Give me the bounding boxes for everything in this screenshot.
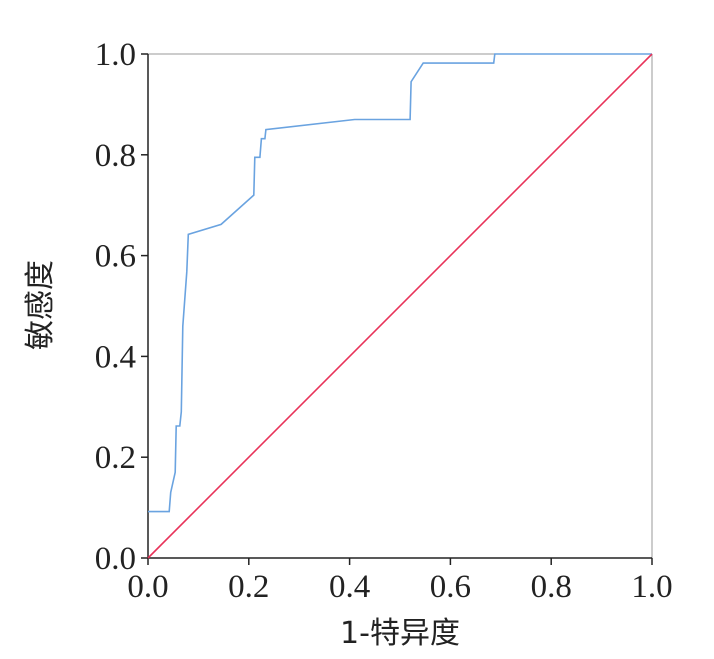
y-tick-label: 0.4 bbox=[95, 339, 136, 375]
x-tick-label: 0.4 bbox=[329, 569, 370, 605]
x-tick-label: 1.0 bbox=[631, 569, 672, 605]
reference-line bbox=[147, 53, 653, 559]
x-tick-label: 0.8 bbox=[531, 569, 572, 605]
y-tick-label: 0.2 bbox=[95, 440, 136, 476]
plot-area: 0.0 0.2 0.4 0.6 0.8 1.0 0.0 0.2 0.4 0.6 0.8 1.0 bbox=[95, 37, 673, 605]
y-tick-label: 0.6 bbox=[95, 239, 136, 275]
x-tick-label: 0.2 bbox=[228, 569, 269, 605]
roc-curve-line bbox=[148, 53, 652, 513]
x-axis-label: 1-特异度 bbox=[340, 616, 460, 651]
y-tick-label: 0.0 bbox=[95, 541, 136, 577]
y-tick-label: 1.0 bbox=[95, 37, 136, 73]
y-tick-label: 0.8 bbox=[95, 138, 136, 174]
y-axis-label: 敏感度 bbox=[23, 260, 58, 350]
x-tick-label: 0.6 bbox=[430, 569, 471, 605]
x-tick-label: 0.0 bbox=[127, 569, 168, 605]
